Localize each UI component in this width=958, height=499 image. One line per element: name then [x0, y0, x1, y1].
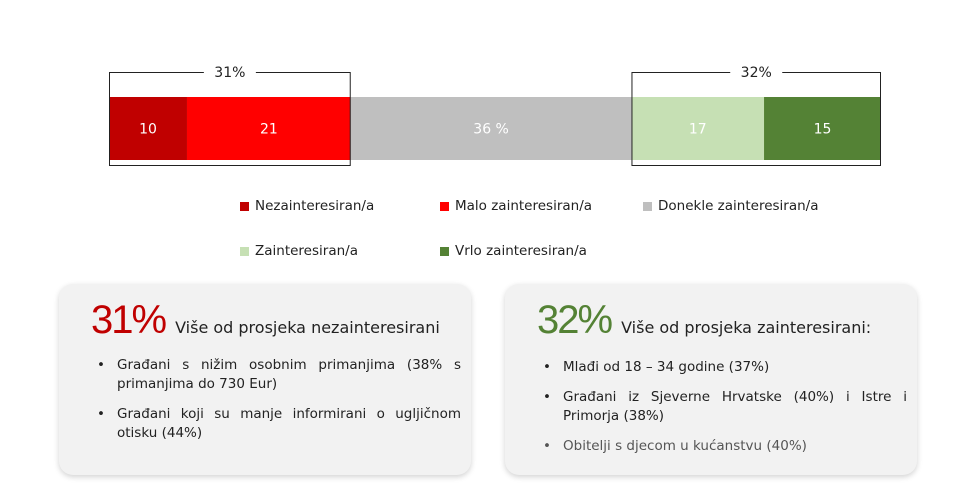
- right-card-bullet-list: Mlađi od 18 – 34 godine (37%) Građani iz…: [537, 358, 907, 467]
- legend-label: Malo zainteresiran/a: [455, 198, 593, 214]
- bar-segment-1: [109, 97, 187, 160]
- bar-segment-4: [631, 97, 765, 160]
- bar-segment-5: [764, 97, 881, 160]
- legend-swatch: [240, 246, 249, 256]
- left-summary-card: 31% Više od prosjeka nezainteresirani Gr…: [59, 284, 471, 475]
- legend-swatch: [440, 246, 449, 256]
- legend-item: Malo zainteresiran/a: [440, 198, 592, 214]
- bar-data-label: 10: [139, 122, 157, 138]
- bar-data-label: 15: [814, 122, 832, 138]
- legend-item: Nezainteresiran/a: [240, 198, 374, 214]
- right-card-percentage: 32%: [537, 298, 613, 342]
- legend-item: Donekle zainteresiran/a: [643, 198, 819, 214]
- legend-label: Nezainteresiran/a: [255, 198, 375, 214]
- left-card-percentage: 31%: [91, 298, 167, 342]
- bullet-item: Građani s nižim osobnim primanjima (38% …: [91, 356, 461, 394]
- left-card-title: Više od prosjeka nezainteresirani: [175, 318, 440, 337]
- bar-segment-3: [350, 97, 632, 160]
- right-card-title: Više od prosjeka zainteresirani:: [621, 318, 872, 337]
- bullet-item: Građani iz Sjeverne Hrvatske (40%) i Ist…: [537, 388, 907, 426]
- bracket-label: 31%: [214, 65, 245, 81]
- bullet-item: Građani koji su manje informirani o uglj…: [91, 405, 461, 443]
- left-card-bullet-list: Građani s nižim osobnim primanjima (38% …: [91, 356, 461, 454]
- bar-data-label: 17: [689, 122, 707, 138]
- legend-swatch: [440, 201, 449, 211]
- bar-data-label: 36 %: [473, 122, 509, 138]
- bar-segment-2: [186, 97, 351, 160]
- legend-label: Zainteresiran/a: [255, 243, 358, 259]
- right-summary-card: 32% Više od prosjeka zainteresirani: Mla…: [505, 284, 917, 475]
- legend-swatch: [240, 201, 249, 211]
- bar-data-label: 21: [260, 122, 278, 138]
- bullet-item: Obitelji s djecom u kućanstvu (40%): [537, 437, 907, 456]
- bracket-label: 32%: [741, 65, 772, 81]
- stacked-bar-chart: 10 21 36 % 17 15 31% 32%: [109, 62, 882, 166]
- legend-swatch: [643, 201, 652, 211]
- legend-label: Donekle zainteresiran/a: [658, 198, 819, 214]
- bracket-label-bg: [203, 62, 256, 82]
- legend-item: Zainteresiran/a: [240, 243, 358, 259]
- legend-item: Vrlo zainteresiran/a: [440, 243, 587, 259]
- bullet-item: Mlađi od 18 – 34 godine (37%): [537, 358, 907, 377]
- legend-label: Vrlo zainteresiran/a: [455, 243, 587, 259]
- bracket-label-bg: [730, 62, 783, 82]
